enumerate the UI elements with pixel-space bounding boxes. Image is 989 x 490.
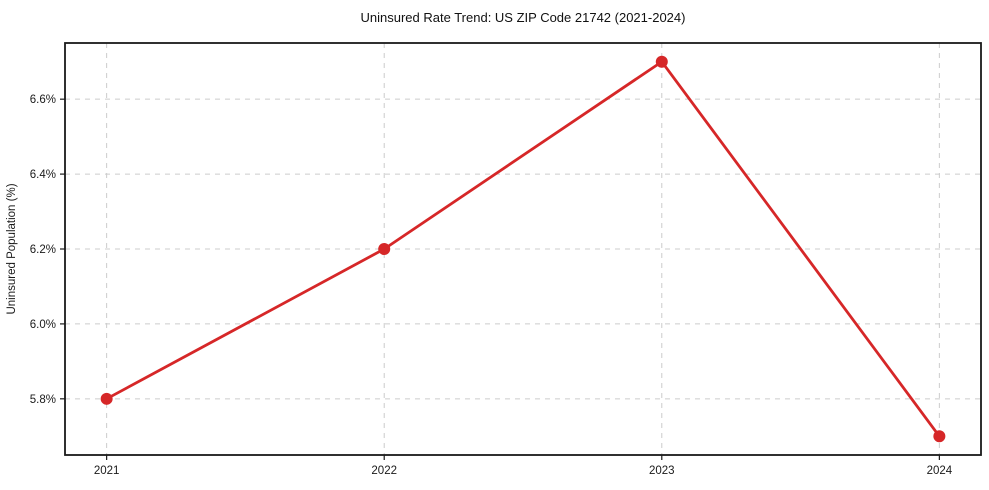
tick-labels-layer: 2021 2022 2023 2024 5.8% 6.0% 6.2% 6.4% 6.6% <box>30 94 953 477</box>
y-tick-label: 6.0% <box>30 319 56 331</box>
data-point-2022 <box>378 243 391 255</box>
y-axis-label: Uninsured Population (%) <box>6 183 18 314</box>
x-tick-label: 2024 <box>927 465 953 477</box>
data-point-2021 <box>100 392 113 405</box>
y-tick-label: 6.6% <box>30 94 56 106</box>
y-tick-label: 5.8% <box>30 394 56 406</box>
x-tick-label: 2023 <box>649 465 675 477</box>
axes-layer <box>60 42 982 460</box>
y-tick-label: 6.2% <box>30 244 56 256</box>
x-tick-label: 2021 <box>94 465 120 477</box>
trend-line <box>105 60 941 438</box>
plot-border <box>64 42 982 456</box>
gridlines-layer <box>65 43 981 455</box>
data-point-2023 <box>655 55 668 68</box>
series-layer <box>100 55 946 443</box>
data-point-2024 <box>933 430 946 443</box>
y-tick-label: 6.4% <box>30 169 56 181</box>
chart-title: Uninsured Rate Trend: US ZIP Code 21742 … <box>361 10 686 25</box>
x-tick-label: 2022 <box>371 465 397 477</box>
